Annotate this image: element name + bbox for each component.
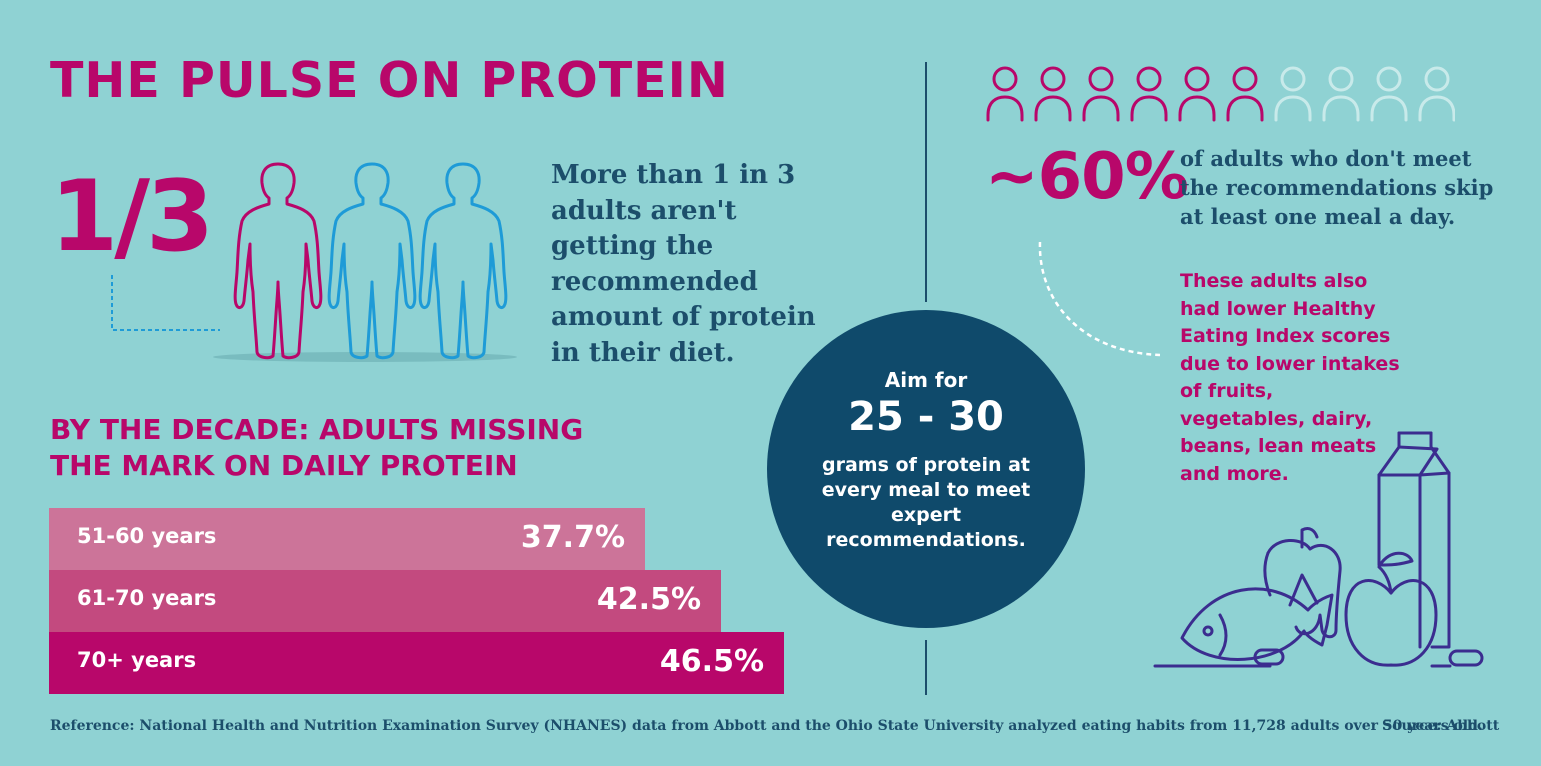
food-illustration: [1153, 431, 1484, 668]
aim-grams-range: 25 - 30: [848, 394, 1004, 440]
person-icon-faded: [1322, 66, 1360, 122]
bar-70-plus: 70+ years 46.5%: [49, 632, 784, 694]
person-icon-highlighted: [1130, 66, 1168, 122]
aim-label: Aim for: [884, 368, 968, 392]
decade-section-title: BY THE DECADE: ADULTS MISSING THE MARK O…: [50, 412, 583, 484]
people-figures: [213, 162, 517, 362]
bar-51-60: 51-60 years 37.7%: [49, 508, 645, 570]
healthy-eating-index-text: These adults also had lower Healthy Eati…: [1180, 270, 1400, 485]
bar-value: 46.5%: [659, 644, 764, 679]
person-icon-blue-2: [418, 162, 508, 360]
vertical-divider-bottom: [925, 640, 927, 695]
dotted-arc-connector: [1038, 241, 1161, 357]
bar-value: 37.7%: [520, 520, 625, 555]
bar-value: 42.5%: [596, 582, 701, 617]
people-row-icons: [986, 66, 1455, 122]
person-icon-highlighted: [1178, 66, 1216, 122]
bean-icon: [1253, 648, 1484, 667]
person-icon-highlighted: [1034, 66, 1072, 122]
aim-body-text: grams of protein at every meal to meet e…: [821, 454, 1031, 551]
person-icon-faded: [1274, 66, 1312, 122]
person-icon-blue: [327, 162, 417, 360]
fish-icon: [1180, 573, 1334, 661]
person-icon-highlighted: [1226, 66, 1264, 122]
dotted-connector: [111, 275, 220, 331]
vertical-divider-top: [925, 62, 927, 302]
person-icon-magenta: [233, 162, 323, 360]
person-icon-highlighted: [1082, 66, 1120, 122]
apple-icon: [1344, 551, 1438, 667]
page-title: THE PULSE ON PROTEIN: [50, 52, 729, 109]
bar-label: 70+ years: [77, 648, 197, 672]
milk-carton-icon: [1377, 431, 1451, 649]
sixty-percent-text: of adults who don't meet the recommendat…: [1180, 146, 1494, 229]
reference-note: Reference: National Health and Nutrition…: [50, 718, 1483, 734]
sixty-percent-stat: ~60%: [985, 140, 1189, 214]
pepper-icon: [1263, 527, 1342, 639]
decade-title-line1: BY THE DECADE: ADULTS MISSING: [50, 413, 584, 446]
person-icon-highlighted: [986, 66, 1024, 122]
person-icon-faded: [1370, 66, 1408, 122]
decade-title-line2: THE MARK ON DAILY PROTEIN: [50, 449, 518, 482]
intro-text: More than 1 in 3 adults aren't getting t…: [551, 160, 816, 368]
bar-61-70: 61-70 years 42.5%: [49, 570, 721, 632]
bar-label: 61-70 years: [77, 586, 217, 610]
source-note: Source: Abbott: [1382, 718, 1500, 734]
one-third-stat: 1/3: [50, 160, 214, 274]
person-icon-faded: [1418, 66, 1455, 122]
aim-circle: Aim for 25 - 30 grams of protein at ever…: [767, 310, 1085, 628]
bar-label: 51-60 years: [77, 524, 217, 548]
